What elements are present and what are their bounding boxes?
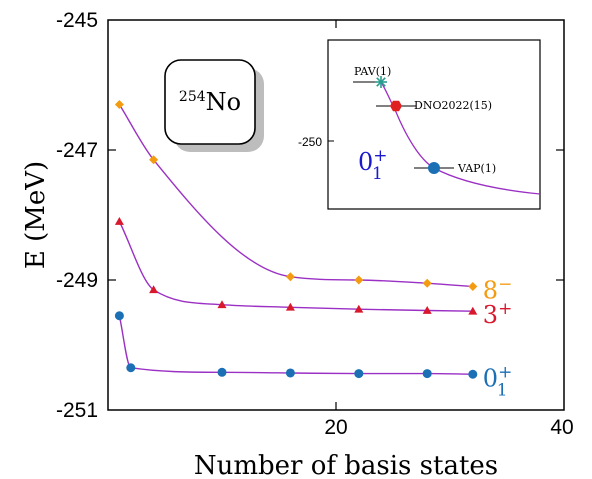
data-point (149, 285, 159, 294)
inset-curve (380, 81, 541, 195)
state-label-base: 0 (483, 364, 498, 392)
series-label: 8− (483, 275, 513, 305)
state-label-sup: + (373, 146, 387, 166)
state-label-sup: + (498, 299, 512, 319)
data-point (468, 306, 478, 315)
x-tick-label: 40 (550, 416, 573, 439)
y-tick-label: -249 (56, 269, 98, 292)
series-markers (114, 100, 478, 379)
data-point (114, 100, 124, 109)
data-point (126, 363, 136, 373)
inset: -250 PAV(1) DNO2022(15) VAP(1) 0+ 1 (298, 39, 541, 210)
state-label-sup: − (498, 275, 512, 295)
data-point (390, 100, 402, 112)
y-tick-label: -251 (56, 399, 98, 422)
axis-ticks (108, 20, 564, 410)
data-point (354, 369, 364, 379)
state-label-base: 3 (483, 301, 498, 329)
y-tick-label: -247 (56, 139, 98, 162)
series-labels: 8−3+0+ 1 (483, 275, 513, 401)
series-label: 3+ (483, 299, 513, 329)
state-label-base: 8 (483, 277, 498, 305)
state-label-base: 0 (358, 148, 373, 176)
nucleus-label: 254No (164, 59, 264, 152)
svg-text:254No: 254No (179, 88, 241, 116)
data-point (422, 369, 432, 379)
data-point (285, 302, 295, 311)
series-line (118, 221, 473, 312)
data-point (422, 278, 432, 288)
data-point (428, 162, 440, 174)
state-label-sup: + (498, 362, 512, 382)
series-label: 0+ 1 (483, 362, 513, 400)
data-point (114, 311, 124, 321)
data-point (422, 306, 432, 314)
data-point (217, 367, 227, 377)
data-point (217, 300, 227, 309)
data-point (354, 304, 364, 313)
state-label-sub: 1 (497, 380, 508, 400)
x-tick-label: 20 (324, 416, 347, 439)
inset-state-label: 0+ 1 (358, 146, 388, 184)
data-point (468, 369, 478, 379)
data-point (285, 368, 295, 378)
nucleus-mass: 254 (179, 89, 206, 105)
inset-point-label: VAP(1) (457, 162, 496, 175)
series-line (118, 315, 473, 375)
data-point (468, 282, 478, 291)
y-tick-label: -245 (56, 9, 98, 32)
state-label-sub: 1 (372, 164, 383, 184)
data-point (285, 272, 295, 282)
inset-frame (327, 39, 541, 210)
data-point (114, 217, 124, 225)
inset-point-label: PAV(1) (354, 65, 391, 78)
nucleus-symbol: No (206, 88, 241, 116)
y-axis-title: E (MeV) (21, 161, 51, 269)
inset-point-label: DNO2022(15) (414, 99, 492, 112)
data-point (375, 76, 387, 88)
x-axis-title: Number of basis states (194, 451, 498, 479)
data-point (149, 155, 159, 165)
data-point (354, 275, 364, 285)
inset-y-tick-label: -250 (298, 135, 322, 149)
